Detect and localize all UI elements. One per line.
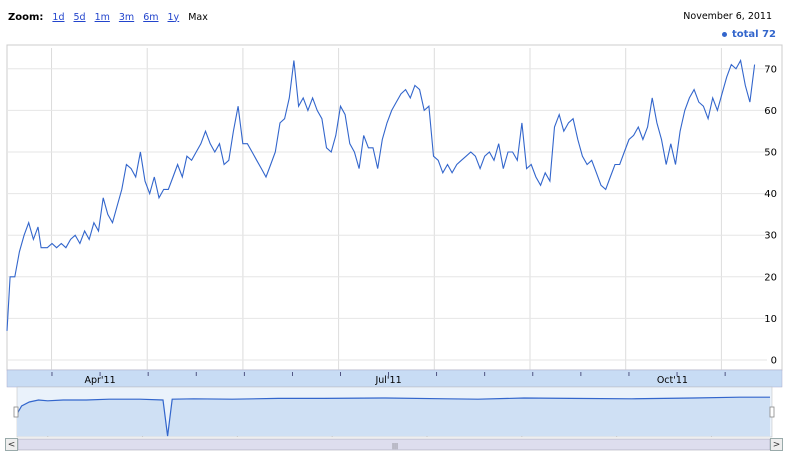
y-tick-labels: 0 10 20 30 40 50 60 70 — [764, 64, 777, 366]
legend: total 72 — [721, 29, 776, 40]
x-tick-labels: Apr'11 Jul'11 Oct'11 — [51, 372, 726, 386]
y-tick-label-30: 30 — [764, 231, 777, 242]
y-tick-label-0: 0 — [771, 356, 777, 367]
y-tick-label-60: 60 — [764, 106, 777, 117]
plot-area — [6, 44, 783, 371]
zoom-3m-link[interactable]: 3m — [118, 11, 135, 23]
navigator-handle-right[interactable] — [769, 406, 775, 418]
zoom-5d-link[interactable]: 5d — [73, 11, 86, 23]
y-tick-label-10: 10 — [764, 314, 777, 325]
current-date-label: November 6, 2011 — [683, 11, 772, 22]
y-tick-label-70: 70 — [764, 64, 777, 75]
horizontal-gridlines — [7, 68, 767, 361]
scrollbar-thumb-grip-icon[interactable]: ||| — [392, 443, 398, 450]
legend-dot-icon — [721, 32, 727, 37]
zoom-max-option: Max — [188, 11, 208, 23]
y-tick-label-50: 50 — [764, 148, 777, 159]
zoom-6m-link[interactable]: 6m — [143, 11, 159, 23]
x-tick-label: Jul'11 — [374, 375, 401, 386]
navigator-line — [16, 396, 770, 437]
navigator-fill — [17, 397, 770, 436]
series-line-total — [6, 58, 756, 331]
zoom-bar: Zoom: 1d 5d 1m 3m 6m 1y Max — [8, 9, 208, 25]
y-tick-label-20: 20 — [764, 272, 777, 283]
zoom-1m-link[interactable]: 1m — [94, 11, 110, 23]
x-tick-label: Oct'11 — [657, 375, 688, 386]
navigator-handle-left[interactable] — [13, 406, 19, 418]
x-tick-label: Apr'11 — [84, 375, 115, 386]
legend-label: total 72 — [731, 29, 776, 40]
scroll-left-button[interactable]: < — [5, 438, 18, 451]
zoom-1d-link[interactable]: 1d — [52, 11, 65, 23]
zoom-label: Zoom: — [8, 11, 44, 23]
y-tick-label-40: 40 — [764, 189, 777, 200]
vertical-gridlines — [51, 48, 722, 370]
zoom-1y-link[interactable]: 1y — [167, 11, 180, 23]
scroll-right-button[interactable]: > — [770, 438, 783, 451]
